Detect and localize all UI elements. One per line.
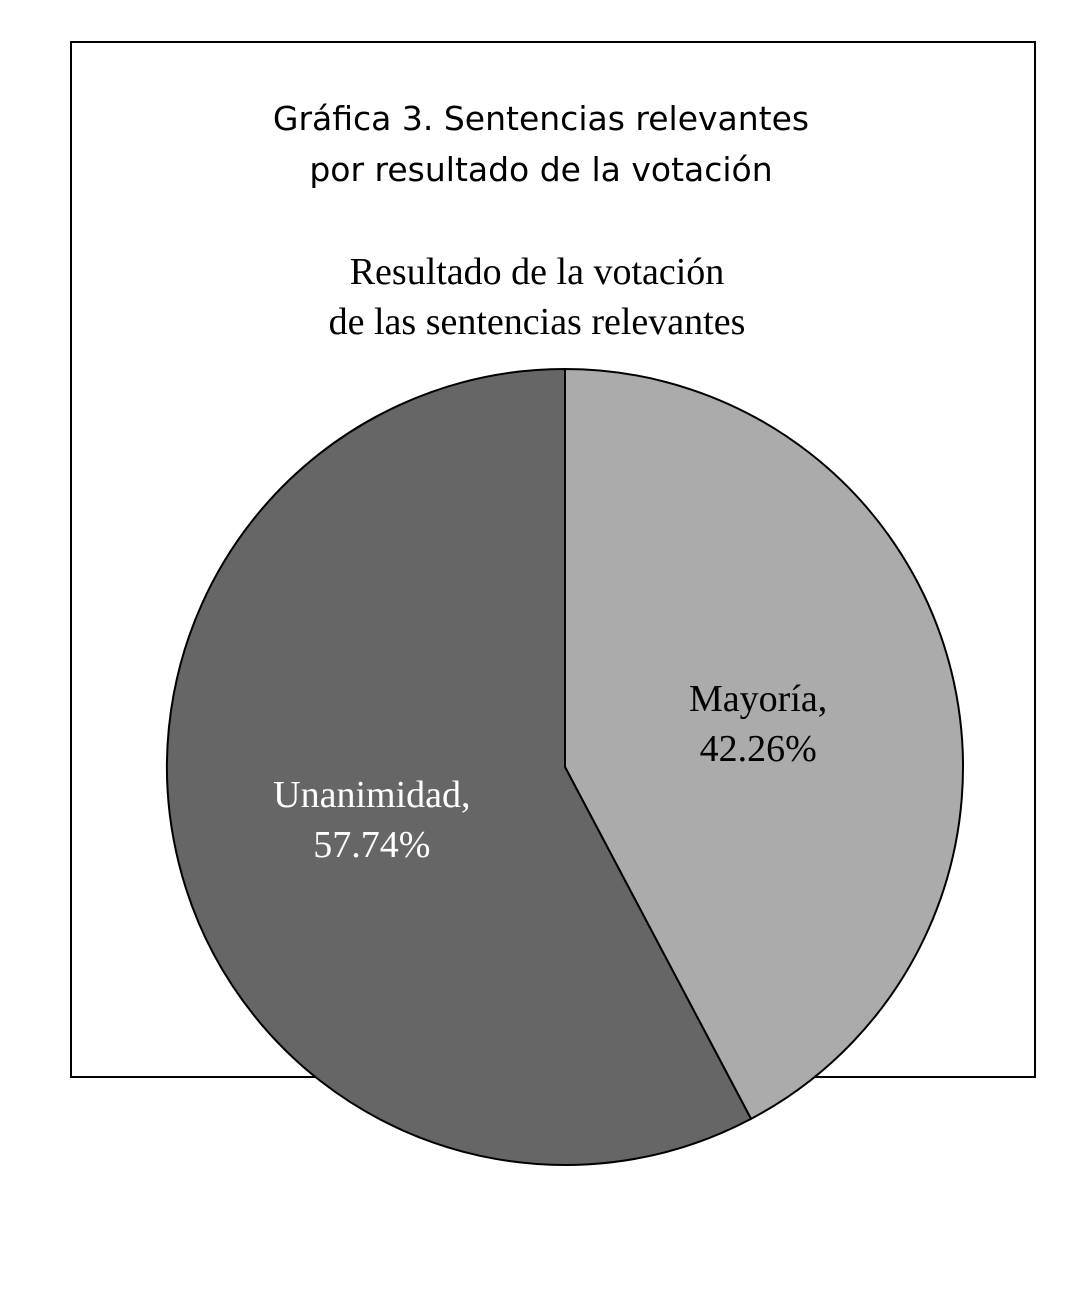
pie-slice <box>564 367 965 1121</box>
chart-subtitle: de las sentencias relevantes <box>329 301 746 343</box>
chart-title: Gráfica 3. Sentencias relevantes <box>273 99 809 138</box>
slice-label: Mayoría, <box>689 678 827 720</box>
chart-title: por resultado de la votación <box>309 150 772 189</box>
slice-label: Unanimidad, <box>273 774 470 816</box>
value-label: 57.74% <box>313 824 430 866</box>
pie-slice <box>166 367 753 1166</box>
value-label: 42.26% <box>700 728 817 770</box>
chart-subtitle: Resultado de la votación <box>350 251 725 293</box>
